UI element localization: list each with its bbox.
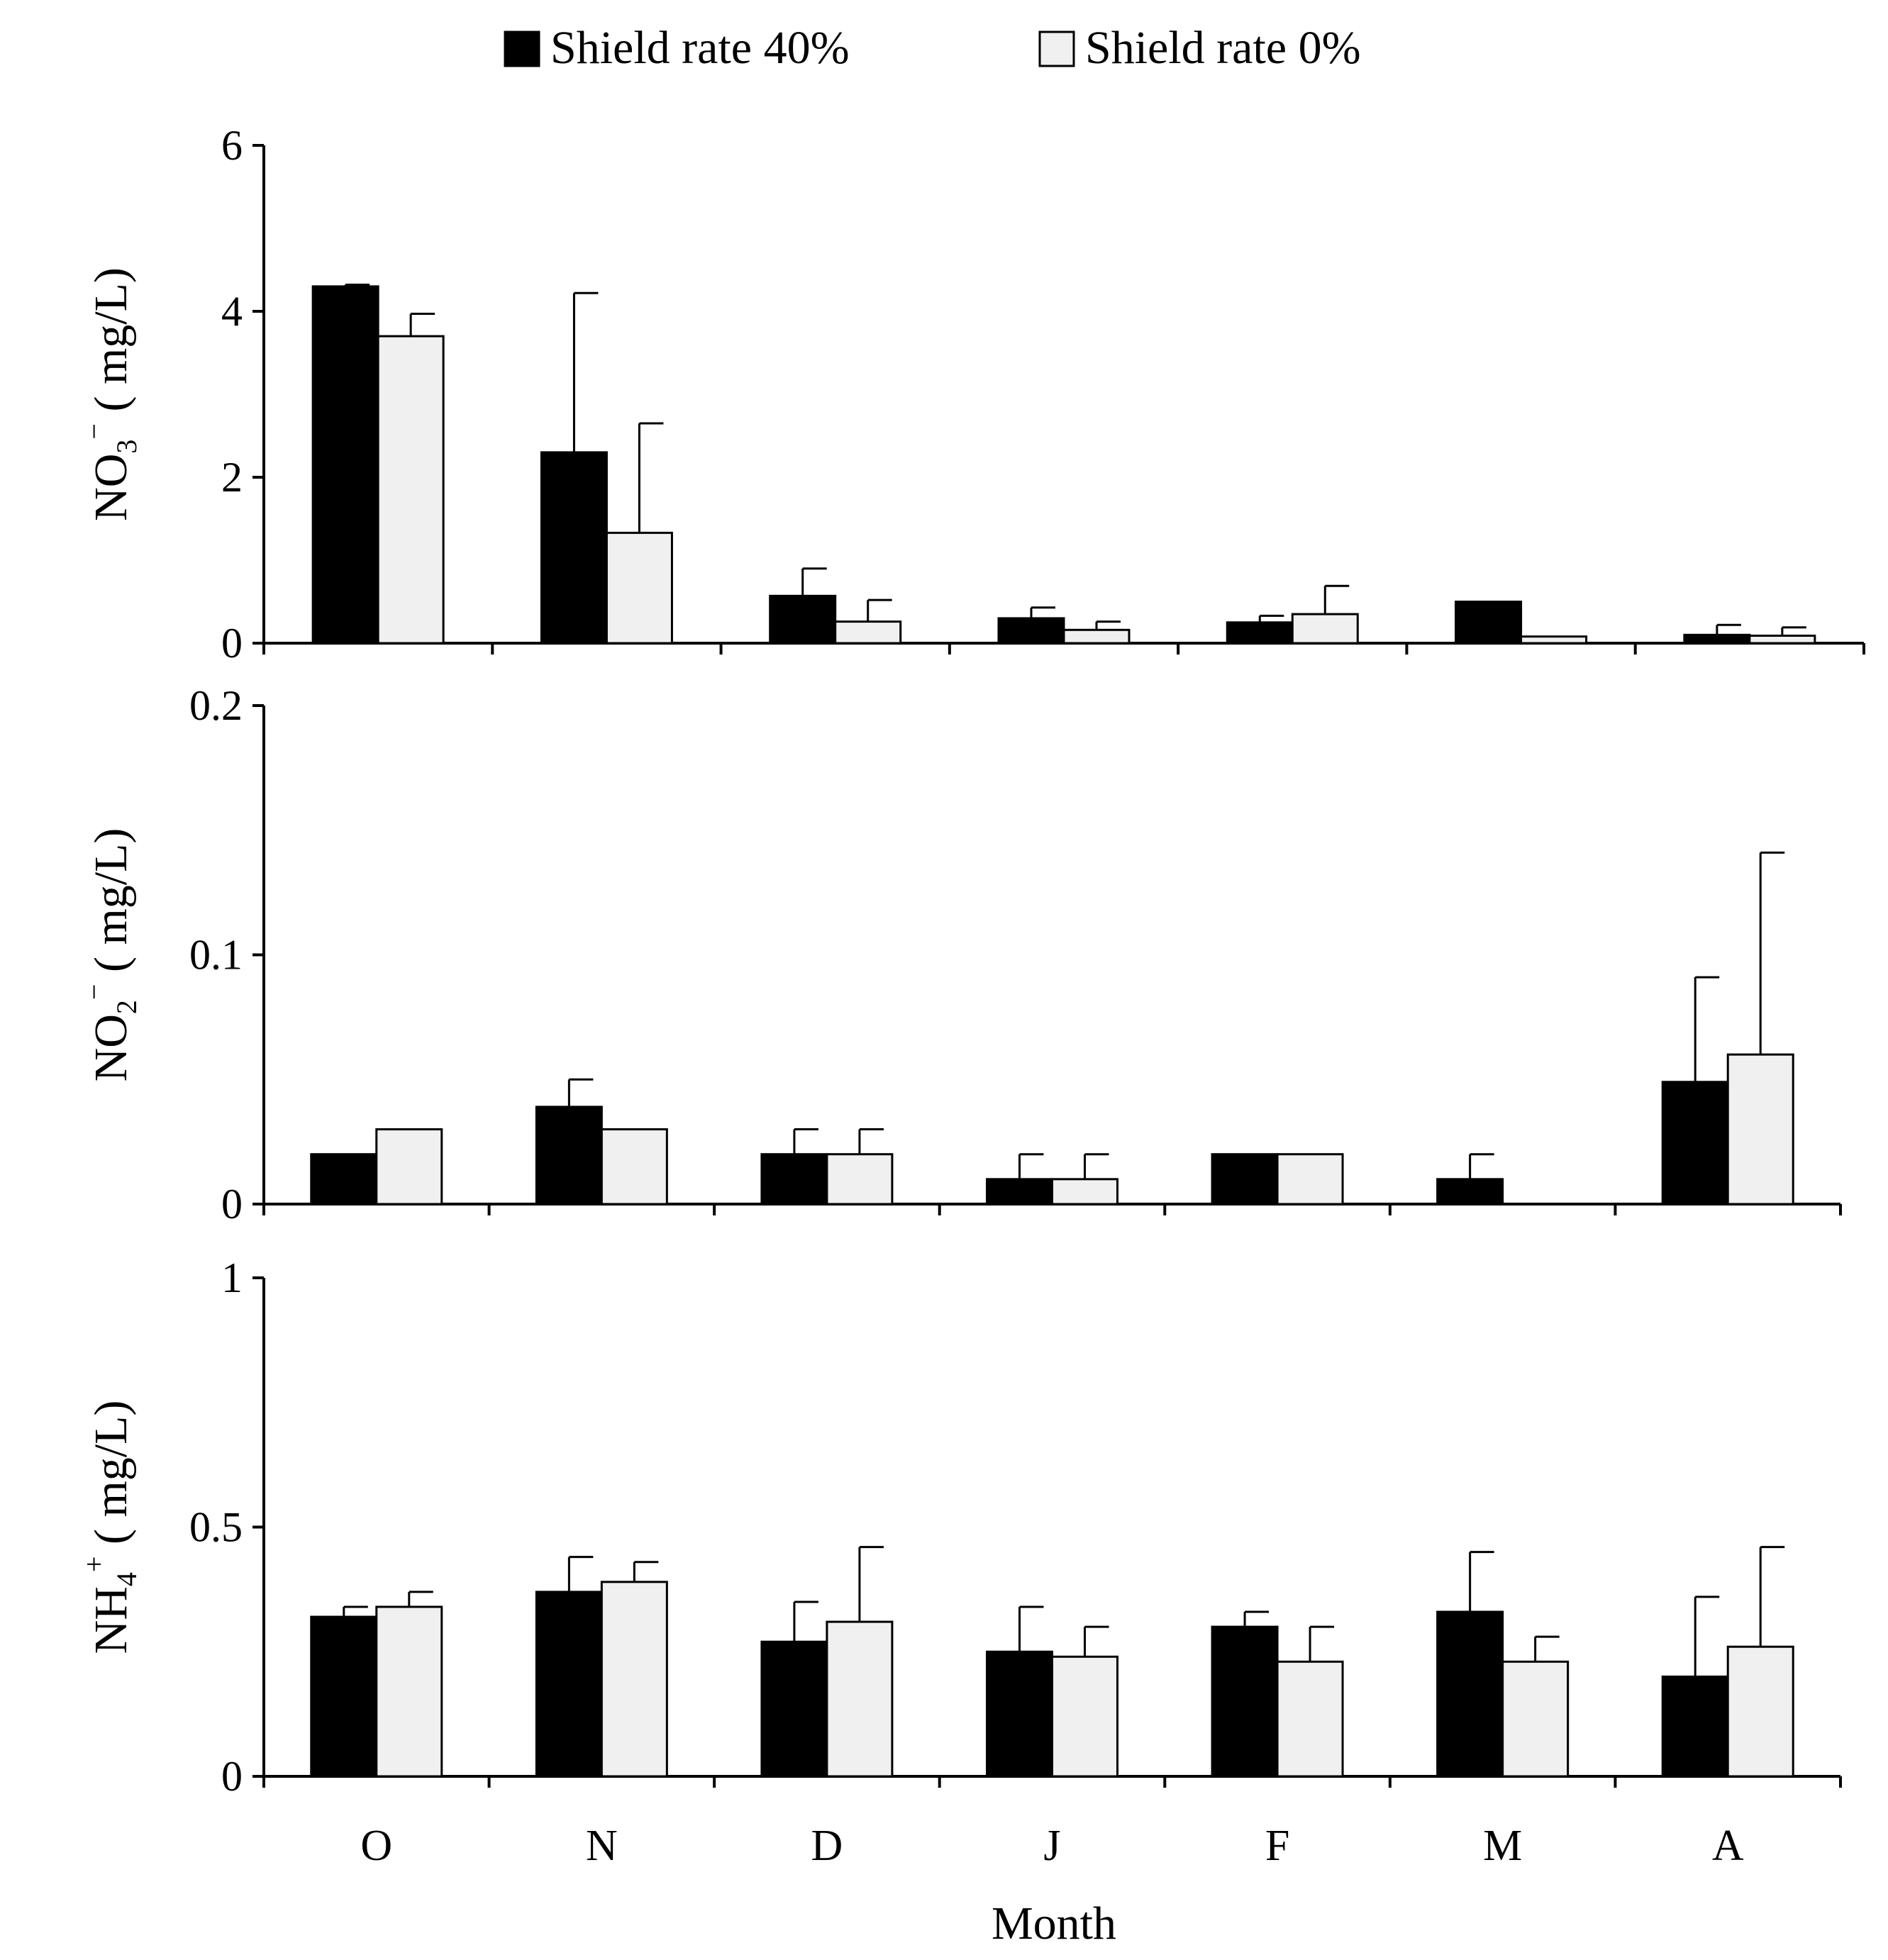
bar-N-s0: [605, 531, 673, 645]
bar-M-s40: [1436, 1178, 1504, 1205]
legend-label-40: Shield rate 40%: [550, 22, 850, 74]
month-label-A: A: [1712, 1822, 1744, 1870]
panel-no3: 0 2 4 6 NO3− ( mg/L): [78, 122, 1865, 667]
panel-no2: 0 0.1 0.2 NO2− ( mg/L): [78, 682, 1842, 1227]
bar-A-s0: [1726, 1645, 1794, 1778]
bar-O-s0: [375, 1128, 443, 1205]
bar-O-s0: [377, 335, 445, 645]
bar-N-s40: [540, 451, 608, 645]
y-tick-label: 0: [221, 1181, 243, 1227]
bar-A-s40: [1683, 633, 1751, 645]
bar-M-s0: [1520, 635, 1588, 645]
y-axis-title: NO2− ( mg/L): [78, 828, 143, 1082]
month-label-O: O: [360, 1822, 392, 1870]
bar-J-s0: [1051, 1655, 1118, 1778]
bar-N-s40: [535, 1106, 603, 1205]
month-label-J: J: [1043, 1822, 1060, 1870]
y-tick-label: 6: [221, 122, 243, 169]
y-tick-label: 0: [221, 1753, 243, 1800]
bar-J-s40: [986, 1650, 1053, 1778]
bar-F-s40: [1211, 1625, 1279, 1778]
bar-D-s40: [760, 1640, 828, 1778]
bar-F-s0: [1291, 613, 1359, 645]
bar-O-s40: [310, 1153, 378, 1205]
y-tick-label: 0.5: [189, 1504, 243, 1551]
y-tick-label: 0.2: [189, 682, 243, 729]
bar-O-s0: [375, 1605, 443, 1778]
bar-A-s0: [1726, 1053, 1794, 1205]
y-axis-title: NO3− ( mg/L): [78, 267, 143, 521]
bar-M-s40: [1436, 1610, 1504, 1778]
legend-swatch-40: [504, 30, 540, 67]
bar-N-s40: [535, 1591, 603, 1778]
bar-A-s40: [1661, 1081, 1729, 1205]
bar-J-s40: [997, 617, 1065, 645]
panel-nh4: 0 0.5 1 NH4+ ( mg/L): [78, 1254, 1842, 1800]
bar-D-s0: [826, 1620, 894, 1778]
legend-label-0: Shield rate 0%: [1085, 22, 1361, 74]
bar-F-s40: [1226, 621, 1294, 645]
bar-D-s40: [769, 594, 837, 645]
bar-A-s40: [1661, 1675, 1729, 1778]
y-tick-label: 4: [221, 288, 243, 335]
y-axis-title: NH4+ ( mg/L): [78, 1401, 143, 1654]
month-label-M: M: [1483, 1822, 1522, 1870]
bar-F-s0: [1276, 1153, 1344, 1205]
month-label-F: F: [1265, 1822, 1289, 1870]
bar-D-s0: [826, 1153, 894, 1205]
bar-J-s0: [1062, 628, 1131, 645]
bar-M-s0: [1501, 1660, 1570, 1778]
bar-F-s40: [1211, 1153, 1279, 1205]
y-tick-label: 0: [221, 620, 243, 667]
month-label-N: N: [586, 1822, 618, 1870]
bar-O-s40: [311, 285, 379, 645]
bar-N-s0: [600, 1581, 668, 1778]
y-tick-label: 0.1: [189, 932, 243, 979]
bar-D-s0: [834, 620, 902, 645]
legend-swatch-0: [1038, 30, 1075, 67]
bar-O-s40: [310, 1615, 378, 1778]
bar-A-s0: [1748, 634, 1816, 645]
y-tick-label: 1: [221, 1254, 243, 1301]
y-tick-label: 2: [221, 454, 243, 501]
bar-N-s0: [600, 1128, 668, 1205]
x-axis-title: Month: [992, 1898, 1116, 1949]
bar-M-s40: [1455, 601, 1523, 645]
bar-F-s0: [1276, 1660, 1344, 1778]
bar-J-s40: [986, 1178, 1053, 1205]
legend: Shield rate 40% Shield rate 0%: [504, 22, 1361, 74]
month-label-D: D: [811, 1822, 843, 1870]
bar-J-s0: [1051, 1178, 1118, 1205]
bar-D-s40: [760, 1153, 828, 1205]
